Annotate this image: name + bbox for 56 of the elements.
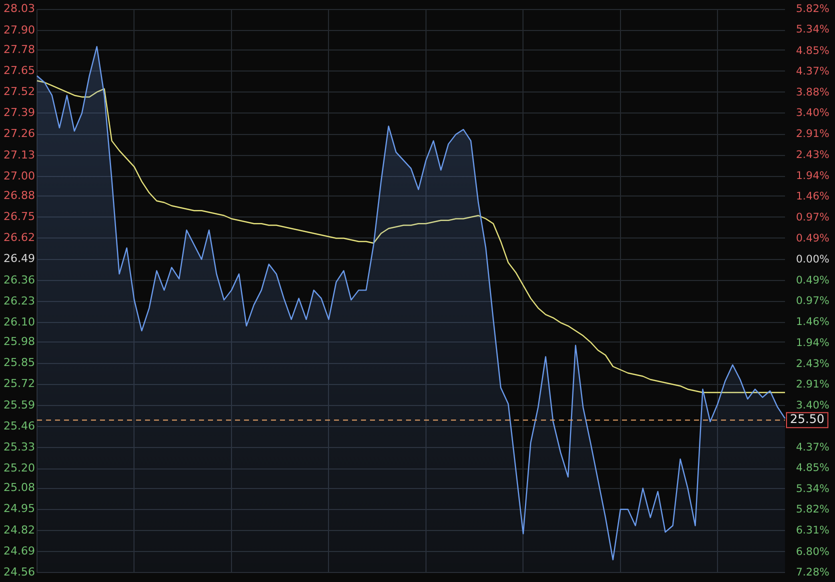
y-tick-label: 25.85	[4, 356, 35, 370]
y2-tick-label: 6.31%	[796, 524, 830, 537]
y2-tick-label: 2.91%	[796, 128, 830, 140]
y-tick-label: 26.62	[4, 231, 35, 244]
y-tick-label: 26.36	[4, 273, 35, 286]
y-tick-label: 25.20	[4, 462, 35, 475]
y-tick-label: 26.88	[4, 188, 35, 202]
y2-tick-label: 1.46%	[796, 190, 830, 203]
y-tick-label: 27.39	[4, 106, 35, 120]
y-tick-label: 26.75	[4, 210, 35, 223]
y-tick-label: 25.08	[4, 481, 35, 494]
y2-tick-label: 5.34%	[796, 483, 830, 495]
y2-tick-label: 7.28%	[796, 566, 830, 578]
ref-line-label: 25.50	[790, 412, 824, 426]
y2-tick-label: 4.37%	[796, 65, 830, 78]
y2-tick-label: 0.49%	[796, 232, 830, 244]
y2-tick-label: 3.40%	[796, 400, 830, 412]
y2-tick-label: 3.40%	[796, 107, 830, 120]
y2-tick-label: 2.43%	[796, 358, 830, 370]
y-tick-label: 24.82	[4, 523, 35, 536]
y-tick-label: 25.98	[4, 335, 35, 348]
y-tick-label: 26.49	[4, 252, 35, 266]
y2-tick-label: 0.49%	[796, 274, 830, 286]
y2-tick-label: 5.34%	[796, 24, 830, 36]
y2-tick-label: 4.37%	[796, 441, 830, 454]
y-tick-label: 27.13	[4, 148, 35, 162]
y-tick-label: 27.00	[4, 169, 35, 182]
y2-tick-label: 0.00%	[796, 253, 830, 266]
y2-tick-label: 1.46%	[796, 316, 830, 328]
y-tick-label: 25.59	[4, 398, 35, 412]
y-tick-label: 27.65	[4, 64, 35, 77]
y-tick-label: 24.69	[4, 544, 35, 558]
y2-tick-label: 0.97%	[796, 295, 830, 308]
y2-tick-label: 2.91%	[796, 378, 830, 390]
y2-tick-label: 5.82%	[796, 3, 830, 16]
y2-tick-label: 1.94%	[796, 336, 830, 349]
y-tick-label: 27.26	[4, 127, 35, 140]
y-tick-label: 25.72	[4, 377, 35, 390]
y2-tick-label: 1.94%	[796, 170, 830, 182]
y-tick-label: 26.10	[4, 316, 35, 329]
y2-tick-label: 0.97%	[796, 212, 830, 224]
y2-tick-label: 4.85%	[796, 462, 830, 474]
y2-tick-label: 3.88%	[796, 86, 830, 98]
y-tick-label: 27.90	[4, 23, 35, 36]
y2-tick-label: 6.80%	[796, 546, 830, 558]
y-tick-label: 25.46	[4, 419, 35, 432]
y-tick-label: 27.52	[4, 84, 35, 98]
y-tick-label: 28.03	[4, 2, 35, 16]
y-tick-label: 24.56	[4, 566, 35, 579]
y-tick-label: 24.95	[4, 502, 35, 516]
y-tick-label: 25.33	[4, 440, 35, 454]
y-tick-label: 27.78	[4, 42, 35, 56]
y2-tick-label: 2.43%	[796, 148, 830, 161]
y2-tick-label: 4.85%	[796, 44, 830, 57]
y2-tick-label: 5.82%	[796, 504, 830, 516]
y-tick-label: 26.23	[4, 294, 35, 308]
